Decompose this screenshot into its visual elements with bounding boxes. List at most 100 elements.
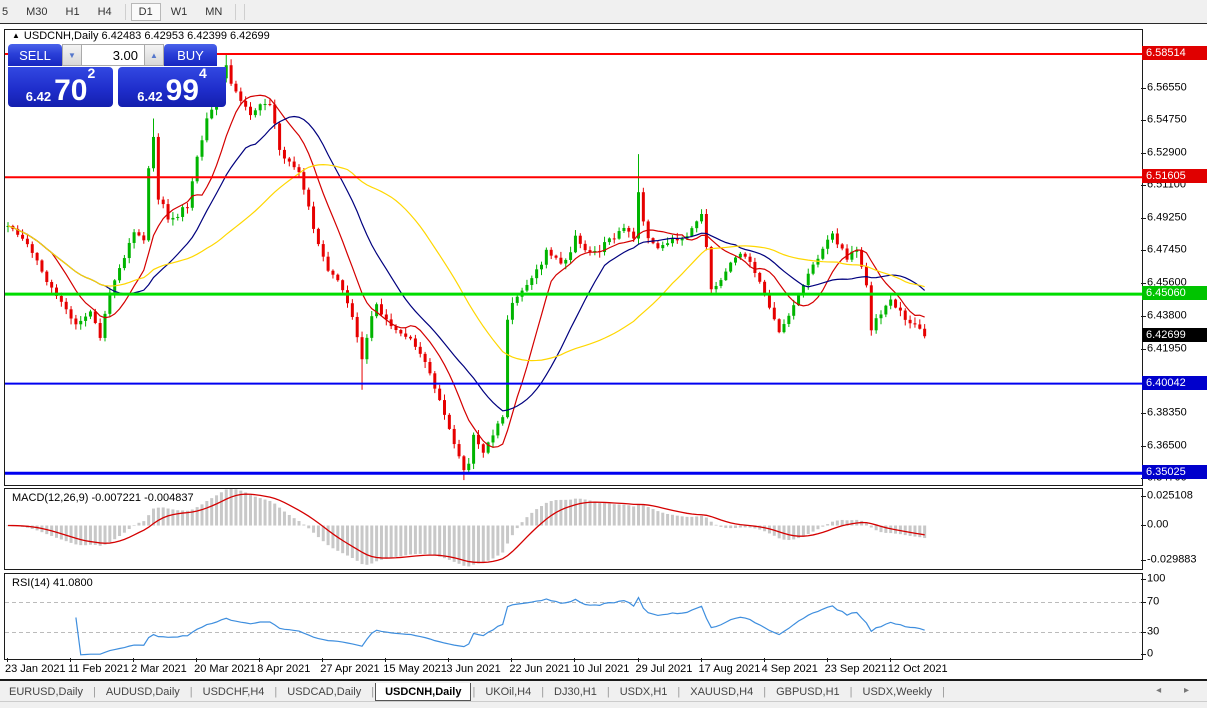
- toolbar-separator: [124, 3, 126, 20]
- collapse-arrow-icon: ▲: [12, 31, 20, 40]
- buy-price-button[interactable]: 6.42 99 4: [118, 65, 226, 107]
- price-axis-label: 6.45600: [1147, 276, 1187, 289]
- date-tick-mark: [763, 658, 765, 662]
- axis-tick-mark: [1141, 283, 1146, 285]
- tab-separator: |: [371, 686, 375, 698]
- tab-separator: |: [189, 686, 193, 698]
- axis-tick-mark: [1141, 88, 1146, 89]
- price-axis-label: 6.52900: [1147, 146, 1187, 159]
- price-level-badge: 6.35025: [1142, 465, 1207, 480]
- price-axis-label: 6.47450: [1147, 243, 1187, 256]
- axis-tick-mark: [1141, 153, 1146, 155]
- rsi-indicator-label: RSI(14) 41.0800: [12, 577, 93, 589]
- axis-tick-mark: [1141, 560, 1146, 561]
- sell-price-main: 70: [54, 74, 88, 107]
- volume-input[interactable]: 3.00: [82, 44, 144, 66]
- tab-separator: |: [274, 686, 278, 698]
- buy-button[interactable]: BUY: [164, 44, 217, 66]
- axis-tick-mark: [1141, 315, 1146, 317]
- chart-tab-usdchf[interactable]: USDCHF,H4: [202, 686, 265, 698]
- macd-svg: [6, 489, 927, 567]
- chart-tab-usdcnh[interactable]: USDCNH,Daily: [375, 683, 472, 701]
- chart-tab-usdx[interactable]: USDX,Weekly: [862, 686, 932, 698]
- chart-tab-ukoil[interactable]: UKOil,H4: [485, 686, 532, 698]
- symbol-tab-bar: EURUSD,Daily | AUDUSD,Daily | USDCHF,H4 | USDC…: [0, 679, 1207, 703]
- tab-separator: |: [541, 686, 545, 698]
- sell-price-prefix: 6.42: [25, 89, 52, 104]
- chart-tab-xauusd[interactable]: XAUUSD,H4: [690, 686, 754, 698]
- macd-axis-label: 0.00: [1147, 518, 1169, 531]
- date-tick-mark: [259, 658, 261, 662]
- axis-tick-mark: [1141, 654, 1146, 655]
- tab-separator: |: [606, 686, 610, 698]
- price-level-badge: 6.58514: [1142, 45, 1207, 60]
- date-axis-label: 20 Mar 2021: [194, 663, 256, 675]
- volume-increase-button[interactable]: ▲: [144, 44, 164, 66]
- chart-tab-usdx[interactable]: USDX,H1: [619, 686, 668, 698]
- chart-tab-dj30[interactable]: DJ30,H1: [554, 686, 597, 698]
- tab-separator: |: [92, 686, 96, 698]
- symbol-ohlc-header: ▲ USDCNH,Daily 6.42483 6.42953 6.42399 6.…: [12, 30, 270, 42]
- axis-tick-mark: [1141, 218, 1146, 220]
- timeframe-button-mn[interactable]: MN: [205, 5, 223, 18]
- timeframe-button-5[interactable]: 5: [2, 5, 9, 18]
- date-tick-mark: [322, 658, 324, 662]
- date-axis-label: 17 Aug 2021: [698, 663, 761, 675]
- date-tick-mark: [196, 658, 198, 662]
- timeframe-button-h1[interactable]: H1: [65, 5, 80, 18]
- buy-price-main: 99: [165, 74, 199, 107]
- timeframe-button-m30[interactable]: M30: [26, 5, 48, 18]
- date-axis-label: 27 Apr 2021: [320, 663, 380, 675]
- tab-scroll-arrows[interactable]: ◂ ▸: [1156, 685, 1199, 696]
- one-click-trade-panel: SELL ▼ 3.00 ▲ BUY 6.42 70 2 6.42 99 4: [8, 44, 226, 107]
- date-axis-label: 3 Jun 2021: [446, 663, 501, 675]
- tab-separator: |: [677, 686, 681, 698]
- macd-axis-label: 0.025108: [1147, 489, 1193, 502]
- volume-decrease-button[interactable]: ▼: [62, 44, 82, 66]
- timeframe-toolbar: 5 M30 H1 H4 D1 W1 MN: [0, 0, 1207, 24]
- date-axis-label: 23 Sep 2021: [824, 663, 888, 675]
- macd-pane[interactable]: [4, 488, 1143, 570]
- toolbar-separator: [235, 3, 237, 20]
- price-axis-label: 6.49250: [1147, 211, 1187, 224]
- buy-price-pip: 4: [198, 65, 207, 81]
- toolbar-separator: [244, 3, 246, 20]
- macd-axis-label: -0.029883: [1147, 553, 1197, 566]
- date-tick-mark: [511, 658, 513, 662]
- price-axis-label: 6.56550: [1147, 81, 1187, 94]
- macd-indicator-label: MACD(12,26,9) -0.007221 -0.004837: [12, 492, 194, 504]
- timeframe-button-h4[interactable]: H4: [97, 5, 112, 18]
- axis-tick-mark: [1141, 250, 1146, 252]
- timeframe-button-d1[interactable]: D1: [130, 2, 161, 21]
- date-axis-label: 23 Jan 2021: [5, 663, 66, 675]
- chart-tab-eurusd[interactable]: EURUSD,Daily: [9, 686, 83, 698]
- axis-tick-mark: [1141, 348, 1146, 350]
- rsi-pane[interactable]: [4, 573, 1143, 660]
- rsi-axis-label: 70: [1147, 595, 1160, 607]
- axis-tick-mark: [1141, 412, 1146, 414]
- rsi-axis-label: 0: [1147, 647, 1154, 660]
- axis-tick-mark: [1141, 601, 1146, 603]
- price-axis-label: 6.36500: [1147, 439, 1187, 452]
- date-axis-label: 29 Jul 2021: [635, 663, 693, 675]
- date-tick-mark: [385, 658, 387, 662]
- price-level-badge: 6.40042: [1142, 375, 1207, 390]
- chart-tab-audusd[interactable]: AUDUSD,Daily: [105, 686, 180, 698]
- tab-separator: |: [849, 686, 853, 698]
- price-axis-label: 6.43800: [1147, 309, 1187, 322]
- rsi-svg: [5, 596, 1142, 656]
- chart-tab-usdcad[interactable]: USDCAD,Daily: [287, 686, 362, 698]
- timeframe-button-w1[interactable]: W1: [170, 5, 188, 18]
- chart-tab-gbpusd[interactable]: GBPUSD,H1: [776, 686, 840, 698]
- axis-tick-mark: [1141, 496, 1146, 497]
- chart-window: ▲ USDCNH,Daily 6.42483 6.42953 6.42399 6.…: [0, 23, 1207, 680]
- tab-separator: |: [942, 686, 945, 698]
- date-axis-label: 10 Jul 2021: [572, 663, 630, 675]
- date-tick-mark: [637, 658, 639, 662]
- price-level-badge: 6.45060: [1142, 286, 1207, 301]
- sell-button[interactable]: SELL: [8, 44, 62, 66]
- date-tick-mark: [133, 658, 135, 662]
- sell-price-button[interactable]: 6.42 70 2: [8, 65, 113, 107]
- date-axis-label: 11 Feb 2021: [68, 663, 130, 675]
